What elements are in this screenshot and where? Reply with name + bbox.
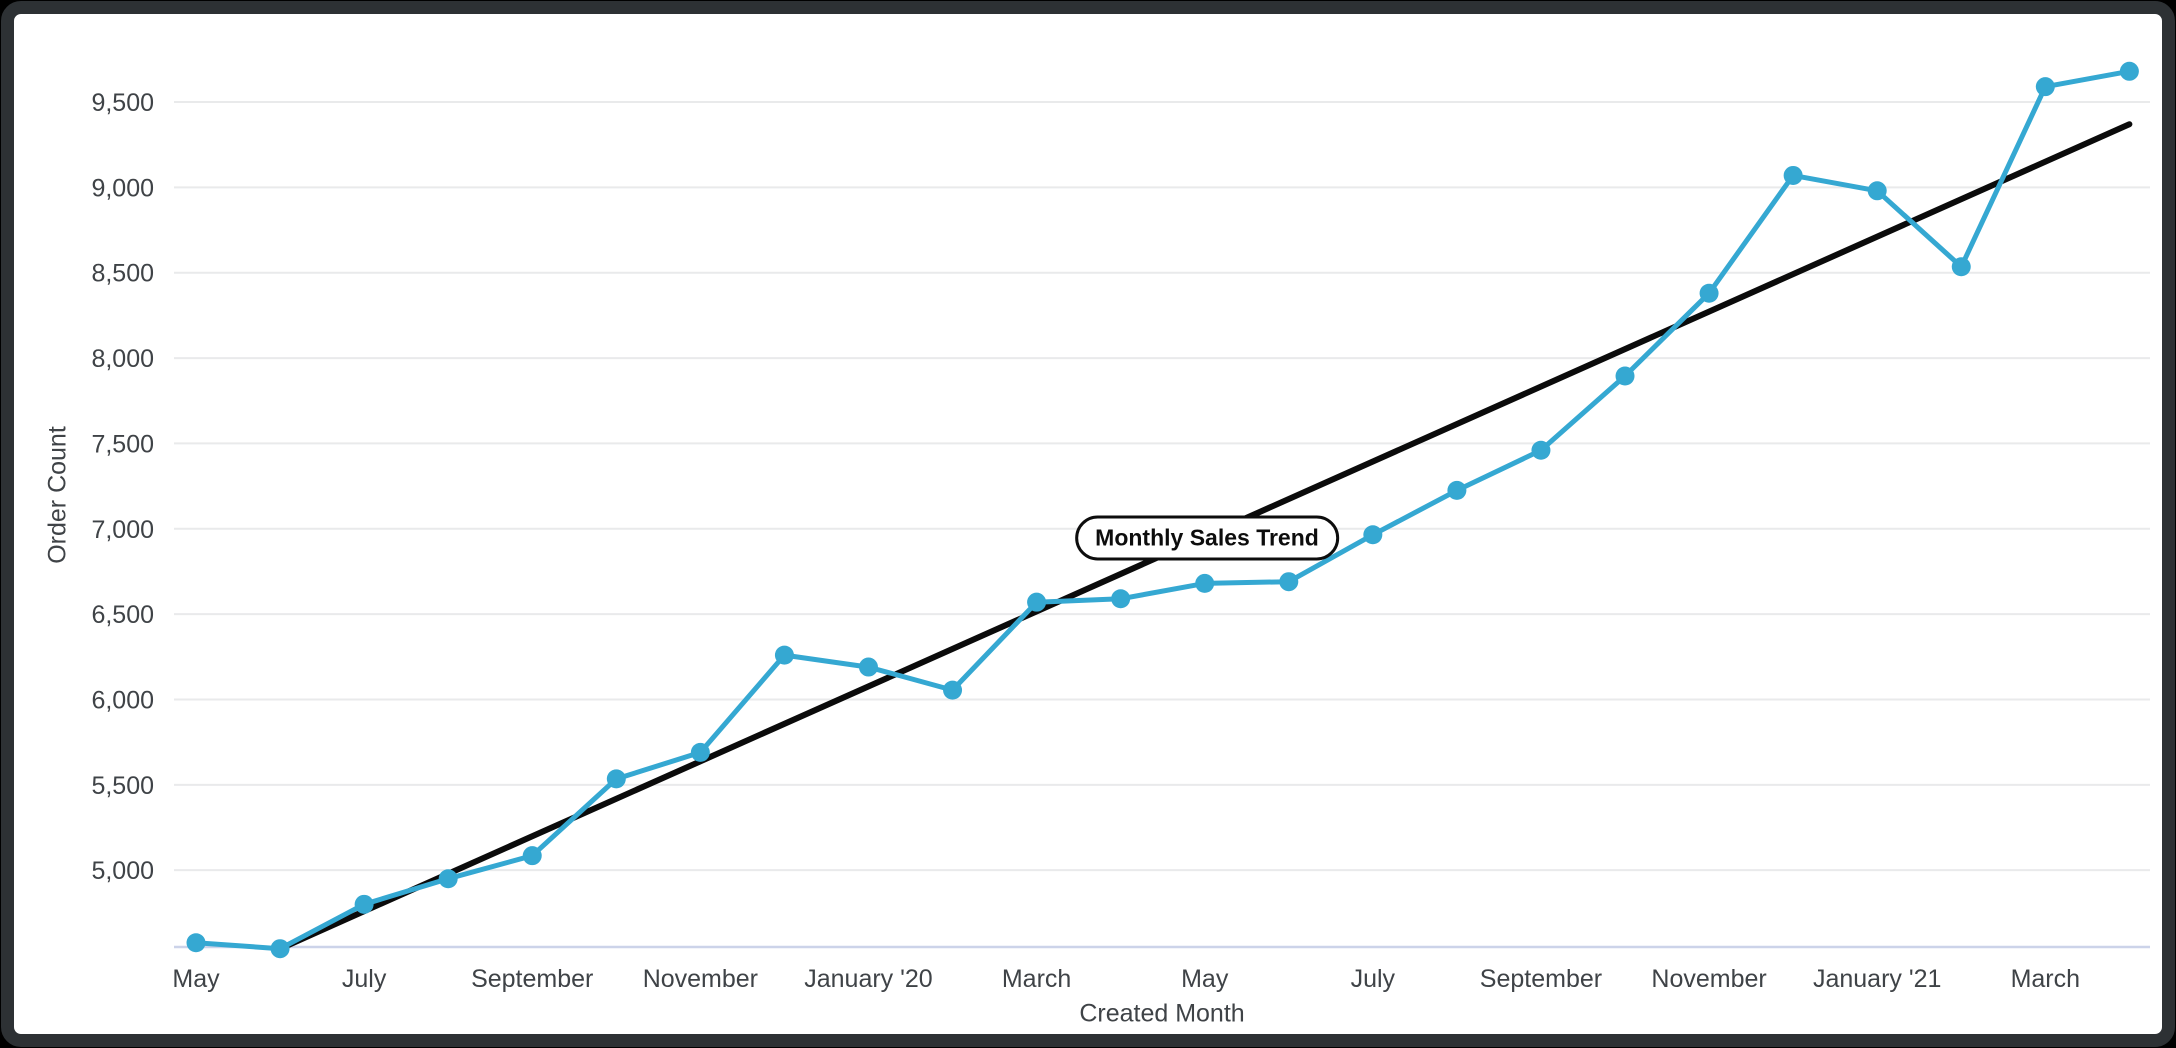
chart-canvas[interactable]: 5,000 5,500 6,000 6,500 7,000 7,500 8,000 8,500… [14,14,2176,1048]
data-point[interactable] [1615,366,1635,386]
x-axis-title: Created Month [1079,999,1245,1028]
x-tick-label: November [1651,965,1766,993]
data-point[interactable] [186,933,206,953]
y-tick-label: 8,500 [91,260,154,288]
x-tick-label: January '20 [804,965,932,993]
data-point[interactable] [1195,573,1215,593]
y-tick-label: 8,000 [91,345,154,373]
data-point[interactable] [943,680,963,700]
data-point[interactable] [690,742,710,762]
data-point[interactable] [858,657,878,677]
data-point[interactable] [1783,165,1803,185]
y-tick-label: 7,500 [91,430,154,458]
x-tick-label: July [1351,965,1396,993]
data-point[interactable] [354,894,374,914]
x-tick-label: May [172,965,220,993]
data-point[interactable] [270,939,290,959]
data-point[interactable] [438,869,458,889]
data-point[interactable] [1279,572,1299,592]
data-point[interactable] [1867,181,1887,201]
y-tick-label: 6,500 [91,601,154,629]
x-tick-label: May [1181,965,1229,993]
x-tick-label: March [2011,965,2080,993]
data-point[interactable] [1363,525,1383,545]
data-point[interactable] [522,846,542,866]
data-point[interactable] [2035,77,2055,97]
y-tick-label: 9,500 [91,89,154,117]
x-tick-label: March [1002,965,1071,993]
chart-title-pill: Monthly Sales Trend [1075,515,1339,561]
x-tick-label: September [1480,965,1602,993]
y-tick-label: 7,000 [91,516,154,544]
y-tick-label: 5,000 [91,857,154,885]
y-tick-label: 6,000 [91,686,154,714]
data-point[interactable] [774,645,794,665]
data-point[interactable] [1111,589,1131,609]
data-point[interactable] [606,769,626,789]
y-axis-title: Order Count [43,426,72,564]
chart-area: 5,000 5,500 6,000 6,500 7,000 7,500 8,000 8,500… [14,14,2176,1048]
data-point[interactable] [2119,61,2139,81]
data-point[interactable] [1699,283,1719,303]
y-tick-label: 5,500 [91,772,154,800]
data-point[interactable] [1531,440,1551,460]
x-tick-label: September [471,965,593,993]
series-line [193,68,2132,952]
x-tick-label: January '21 [1813,965,1941,993]
data-point[interactable] [1447,480,1467,500]
data-point[interactable] [1951,257,1971,277]
y-tick-label: 9,000 [91,174,154,202]
x-tick-label: November [643,965,758,993]
x-tick-label: July [342,965,387,993]
data-point[interactable] [1027,592,1047,612]
